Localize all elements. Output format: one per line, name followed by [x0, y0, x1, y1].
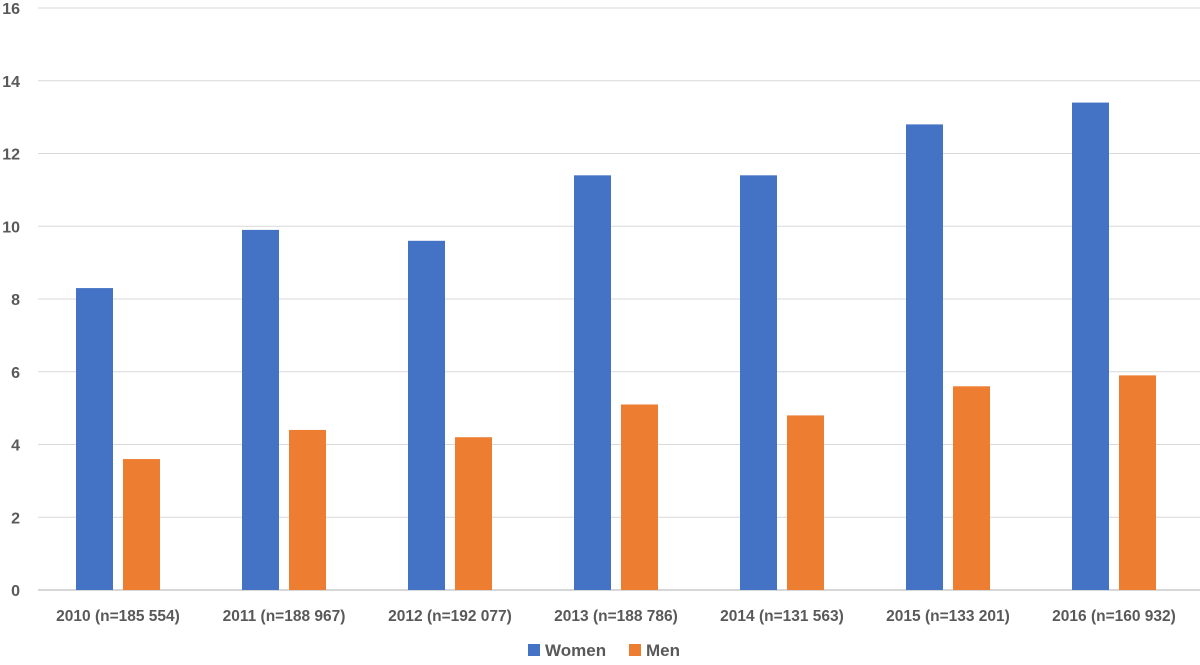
bar-men — [621, 404, 658, 590]
bar-women — [1072, 102, 1109, 590]
x-axis-category-labels: 2010 (n=185 554) 2011 (n=188 967) 2012 (n=… — [56, 608, 1176, 625]
legend-label-men: Men — [646, 641, 680, 660]
bars — [76, 102, 1156, 591]
x-category-label: 2013 (n=188 786) — [554, 608, 678, 625]
bar-men — [289, 429, 326, 590]
legend-label-women: Women — [545, 641, 606, 660]
y-tick-label: 0 — [11, 583, 20, 600]
bar-men — [1119, 375, 1156, 590]
bar-women — [906, 124, 943, 591]
y-tick-label: 4 — [11, 438, 20, 455]
x-category-label: 2012 (n=192 077) — [388, 608, 512, 625]
bar-men — [953, 386, 990, 590]
y-tick-label: 14 — [2, 74, 20, 91]
y-tick-label: 10 — [2, 219, 20, 236]
bar-men — [123, 459, 160, 590]
bar-men — [455, 437, 492, 590]
legend: Women Men — [528, 641, 680, 660]
x-category-label: 2014 (n=131 563) — [720, 608, 844, 625]
bar-women — [574, 175, 611, 590]
bar-women — [242, 229, 279, 590]
bar-women — [408, 240, 445, 591]
legend-swatch-men — [629, 644, 641, 656]
y-tick-label: 2 — [11, 510, 20, 527]
x-category-label: 2010 (n=185 554) — [56, 608, 180, 625]
bar-women — [76, 288, 113, 590]
y-tick-label: 8 — [11, 292, 20, 309]
legend-swatch-women — [528, 644, 540, 656]
x-category-label: 2016 (n=160 932) — [1052, 608, 1176, 625]
x-category-label: 2011 (n=188 967) — [223, 608, 346, 625]
x-category-label: 2015 (n=133 201) — [886, 608, 1010, 625]
y-tick-label: 12 — [2, 147, 20, 164]
gridlines — [38, 7, 1200, 591]
y-tick-label: 16 — [2, 1, 20, 18]
y-axis-tick-labels: 0 2 4 6 8 10 12 14 16 — [2, 1, 20, 600]
bar-men — [787, 415, 824, 590]
bar-women — [740, 175, 777, 590]
y-tick-label: 6 — [11, 365, 20, 382]
